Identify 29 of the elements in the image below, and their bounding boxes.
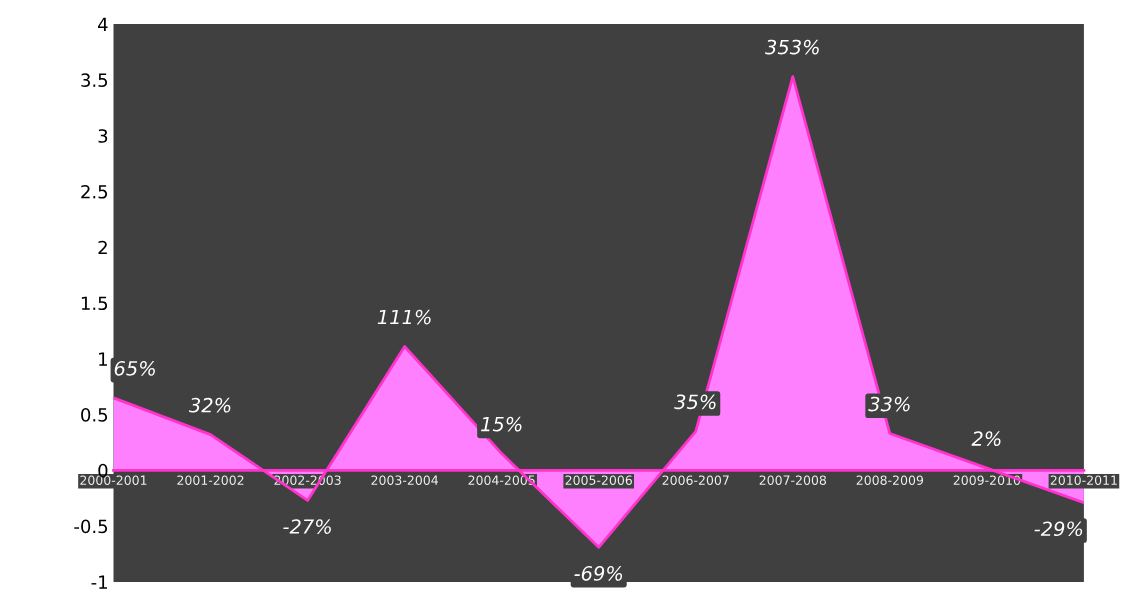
y-tick-label: 0.5 <box>81 408 108 422</box>
data-label: 65% <box>114 360 155 376</box>
y-tick-label: -0.5 <box>74 519 108 534</box>
x-tick-label: 2010-2011 <box>1050 475 1117 485</box>
x-tick-label: 2007-2008 <box>759 475 827 485</box>
y-tick-label: 4 <box>98 17 108 31</box>
data-label: 353% <box>765 39 819 55</box>
x-tick-label: 2003-2004 <box>371 475 438 485</box>
y-tick-label: 2 <box>98 240 107 255</box>
x-tick-label: 2009-2010 <box>953 475 1021 485</box>
x-tick-label: 2001-2002 <box>177 475 244 485</box>
data-label: 111% <box>377 309 431 325</box>
data-label: 2% <box>971 431 1001 446</box>
data-label: 33% <box>868 396 910 412</box>
data-label: 15% <box>481 416 522 432</box>
data-label: 32% <box>188 397 231 413</box>
y-tick-label: 2.5 <box>81 184 108 199</box>
data-label: -69% <box>574 566 623 581</box>
x-tick-label: 2005-2006 <box>565 475 632 485</box>
y-tick-label: 3.5 <box>81 73 108 88</box>
y-tick-label: 3 <box>98 129 108 143</box>
data-label: -29% <box>1034 521 1083 537</box>
x-tick-label: 2008-2009 <box>856 475 924 485</box>
y-tick-label: 1 <box>99 352 107 366</box>
data-label: 35% <box>674 394 716 410</box>
data-label: -27% <box>283 519 331 534</box>
x-tick-label: 2006-2007 <box>662 475 729 485</box>
y-tick-label: -1 <box>91 575 107 589</box>
y-tick-label: 1.5 <box>81 296 108 311</box>
